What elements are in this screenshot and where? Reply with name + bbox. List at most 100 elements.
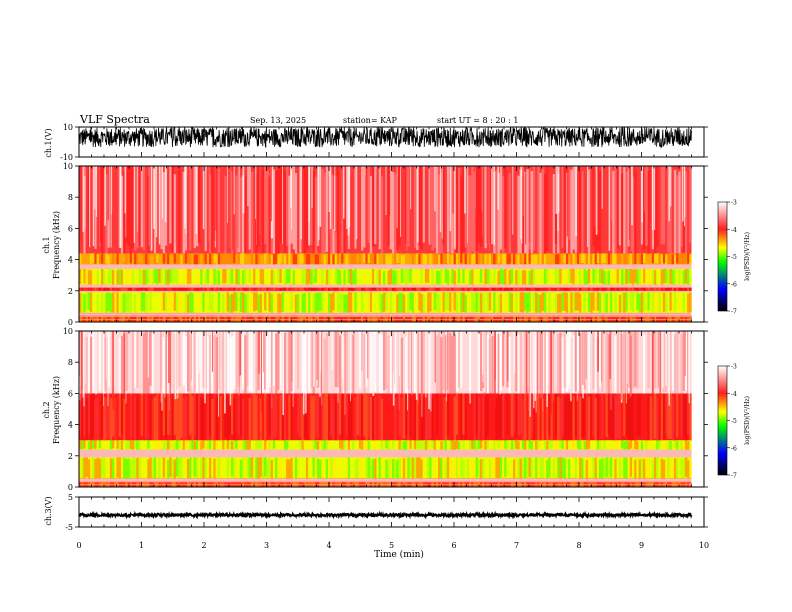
band-stripe	[332, 315, 335, 322]
band-stripe	[385, 269, 388, 284]
band-stripe	[570, 316, 573, 322]
band-stripe	[87, 393, 91, 436]
band-stripe	[310, 316, 313, 322]
band-stripe	[127, 166, 130, 246]
band-stripe	[305, 166, 309, 249]
band-stripe	[369, 459, 373, 480]
band-stripe	[495, 170, 498, 254]
band-stripe	[220, 457, 223, 479]
band-stripe	[321, 269, 324, 284]
band-stripe	[140, 457, 144, 478]
band-stripe	[244, 253, 247, 264]
band-stripe	[259, 457, 263, 477]
band-stripe	[235, 269, 238, 285]
band-stripe	[662, 269, 666, 284]
band-stripe	[255, 254, 258, 265]
band-stripe	[429, 393, 432, 439]
band-stripe	[499, 253, 503, 264]
band-stripe	[215, 440, 218, 449]
band-stripe	[477, 270, 481, 285]
band-stripe	[444, 459, 448, 480]
x-tick-label: 6	[451, 541, 456, 550]
band-stripe	[345, 294, 348, 313]
band-stripe	[387, 253, 390, 265]
band-stripe	[202, 398, 205, 441]
band-stripe	[153, 166, 157, 254]
band-stripe	[244, 335, 247, 394]
band-stripe	[504, 457, 507, 477]
band-stripe	[535, 441, 538, 450]
band-stripe	[570, 440, 573, 450]
band-stripe	[420, 254, 423, 265]
band-stripe	[411, 336, 415, 394]
band-stripe	[502, 457, 505, 478]
band-stripe	[438, 332, 441, 394]
band-stripe	[96, 457, 99, 479]
band-stripe	[669, 315, 672, 322]
band-stripe	[187, 395, 190, 441]
band-stripe	[175, 269, 179, 285]
band-stripe	[636, 441, 639, 450]
band-stripe	[592, 331, 595, 390]
band-stripe	[499, 440, 503, 449]
band-stripe	[643, 292, 646, 312]
band-stripe	[244, 269, 247, 283]
band-stripe	[156, 394, 159, 441]
band-stripe	[599, 269, 602, 284]
band-stripe	[587, 169, 591, 254]
band-stripe	[272, 169, 276, 254]
band-stripe	[618, 287, 622, 291]
band-stripe	[235, 457, 238, 479]
band-stripe	[486, 288, 489, 291]
band-stripe	[420, 440, 423, 450]
band-stripe	[486, 315, 489, 322]
band-stripe	[79, 458, 82, 480]
band-stripe	[334, 440, 337, 450]
band-stripe	[424, 292, 428, 311]
band-stripe	[94, 166, 97, 249]
band-stripe	[167, 292, 170, 313]
band-stripe	[294, 457, 298, 480]
band-stripe	[572, 166, 575, 250]
band-stripe	[217, 315, 221, 322]
band-stripe	[599, 316, 602, 322]
band-stripe	[380, 253, 384, 265]
band-stripe	[491, 287, 494, 291]
band-stripe	[264, 270, 267, 285]
band-stripe	[458, 287, 461, 291]
band-stripe	[187, 175, 190, 254]
band-stripe	[187, 269, 190, 284]
band-stripe	[599, 331, 602, 388]
band-stripe	[233, 253, 236, 264]
band-stripe	[81, 253, 84, 265]
band-stripe	[160, 440, 163, 450]
band-stripe	[391, 269, 395, 285]
band-stripe	[288, 315, 291, 322]
band-stripe	[356, 458, 359, 480]
band-stripe	[665, 288, 668, 291]
band-stripe	[134, 166, 137, 251]
band-stripe	[499, 457, 503, 478]
band-stripe	[352, 457, 355, 480]
band-stripe	[162, 457, 166, 478]
band-stripe	[261, 287, 265, 291]
band-stripe	[576, 253, 580, 264]
band-stripe	[433, 460, 437, 480]
band-stripe	[413, 294, 417, 313]
band-stripe	[671, 316, 675, 322]
band-stripe	[233, 269, 236, 285]
band-stripe	[565, 458, 569, 480]
band-stripe	[466, 393, 470, 437]
band-stripe	[513, 315, 516, 322]
band-stripe	[136, 394, 139, 441]
band-stripe	[521, 287, 525, 291]
band-stripe	[242, 175, 245, 254]
band-stripe	[237, 253, 240, 264]
y-tick-label: 4	[68, 256, 73, 265]
band-stripe	[418, 269, 421, 285]
band-stripe	[380, 398, 384, 441]
band-stripe	[178, 287, 181, 291]
band-stripe	[519, 292, 522, 313]
band-stripe	[118, 440, 122, 450]
band-stripe	[482, 440, 485, 450]
